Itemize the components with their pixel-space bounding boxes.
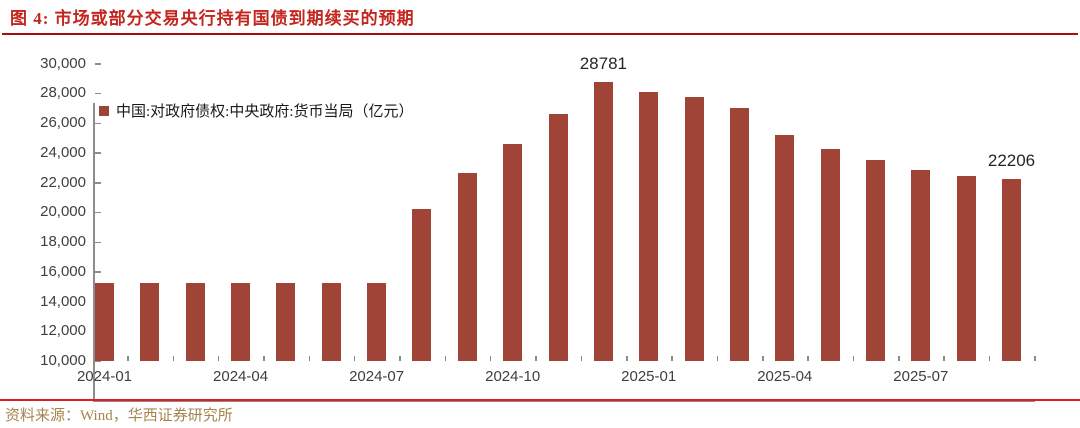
x-axis-tick xyxy=(1034,356,1036,361)
bar-2024-02 xyxy=(140,283,160,361)
source-note: 资料来源：Wind，华西证券研究所 xyxy=(5,408,233,424)
bar-2024-06 xyxy=(321,283,341,361)
x-axis xyxy=(93,400,1035,402)
x-axis-label: 2024-01 xyxy=(76,368,133,385)
chart-legend: 中国:对政府债权:中央政府:货币当局（亿元） xyxy=(99,100,414,121)
figure-title: 图 4: 市场或部分交易央行持有国债到期续买的预期 xyxy=(10,9,415,28)
x-axis-label: 2024-10 xyxy=(485,368,541,385)
y-axis-label: 20,000 xyxy=(40,203,86,221)
y-axis-label: 26,000 xyxy=(40,114,86,131)
bar-2025-08 xyxy=(956,175,976,361)
y-axis-tick xyxy=(95,182,101,184)
x-axis-tick xyxy=(217,356,220,361)
bar-2025-03 xyxy=(729,108,749,361)
bar-2024-09 xyxy=(457,173,477,361)
x-axis-label: 2025-07 xyxy=(893,368,949,385)
x-axis-tick xyxy=(127,356,129,361)
bar-2025-09 xyxy=(1002,179,1021,361)
x-axis-tick xyxy=(671,356,673,361)
bar-2024-08 xyxy=(412,208,432,361)
y-axis xyxy=(93,103,95,402)
x-axis-tick xyxy=(762,356,764,361)
bar-2025-04 xyxy=(775,135,795,361)
x-axis-tick xyxy=(943,356,945,361)
x-axis-tick xyxy=(852,356,855,361)
y-axis-label: 22,000 xyxy=(40,173,86,191)
y-axis-tick xyxy=(95,271,101,273)
x-axis-tick xyxy=(172,356,175,361)
x-axis-label: 2025-04 xyxy=(757,368,813,385)
bar-chart: 中国:对政府债权:中央政府:货币当局（亿元） 10,000 12,000 14,00… xyxy=(0,40,1080,402)
x-axis-tick xyxy=(626,356,628,361)
legend-label: 中国:对政府债权:中央政府:货币当局（亿元） xyxy=(116,104,414,120)
footer-divider xyxy=(0,399,1080,401)
x-axis-label: 2025-01 xyxy=(621,368,677,385)
bar-2024-10 xyxy=(503,143,523,361)
bar-value-label: 28781 xyxy=(579,53,627,73)
x-axis-tick xyxy=(988,356,991,361)
y-axis-tick xyxy=(95,122,101,124)
bar-2024-12 xyxy=(593,81,613,361)
x-axis-label: 2024-07 xyxy=(349,368,405,385)
y-axis-tick xyxy=(95,92,101,95)
y-axis-label: 14,000 xyxy=(40,292,86,310)
x-axis-label: 2024-04 xyxy=(213,368,269,385)
x-axis-tick xyxy=(444,356,447,361)
x-axis-tick xyxy=(580,356,583,361)
bar-2025-07 xyxy=(911,170,931,361)
bar-2024-04 xyxy=(231,283,251,361)
x-axis-tick xyxy=(807,356,809,361)
x-axis-tick xyxy=(489,356,492,361)
y-axis-tick xyxy=(95,211,101,214)
x-axis-tick xyxy=(399,356,401,361)
y-axis-tick xyxy=(95,360,101,362)
x-axis-tick xyxy=(353,356,356,361)
title-divider xyxy=(2,33,1078,35)
x-axis-tick xyxy=(308,356,311,361)
bar-2025-05 xyxy=(820,148,840,361)
bar-2025-06 xyxy=(865,160,885,361)
y-axis-label: 18,000 xyxy=(40,233,86,250)
y-axis-tick xyxy=(95,152,101,154)
y-axis-label: 30,000 xyxy=(40,54,86,72)
y-axis-label: 28,000 xyxy=(40,84,86,102)
x-axis-tick xyxy=(535,356,537,361)
bar-value-label: 22206 xyxy=(987,151,1036,171)
y-axis-label: 24,000 xyxy=(40,143,86,161)
bar-2024-07 xyxy=(367,283,387,361)
y-axis-label: 12,000 xyxy=(40,322,86,340)
x-axis-tick xyxy=(898,356,900,361)
bar-2025-01 xyxy=(639,91,659,361)
y-axis-tick xyxy=(95,241,101,243)
x-axis-tick xyxy=(716,356,719,361)
bar-2024-03 xyxy=(185,283,205,361)
legend-marker-icon xyxy=(99,105,109,116)
x-axis-tick xyxy=(263,356,265,361)
bar-2024-11 xyxy=(548,114,568,361)
y-axis-label: 10,000 xyxy=(40,352,86,369)
bar-2024-01 xyxy=(95,283,114,361)
y-axis-label: 16,000 xyxy=(40,262,86,280)
bar-2024-05 xyxy=(276,283,296,361)
bar-2025-02 xyxy=(684,96,704,361)
y-axis-tick xyxy=(95,63,101,65)
